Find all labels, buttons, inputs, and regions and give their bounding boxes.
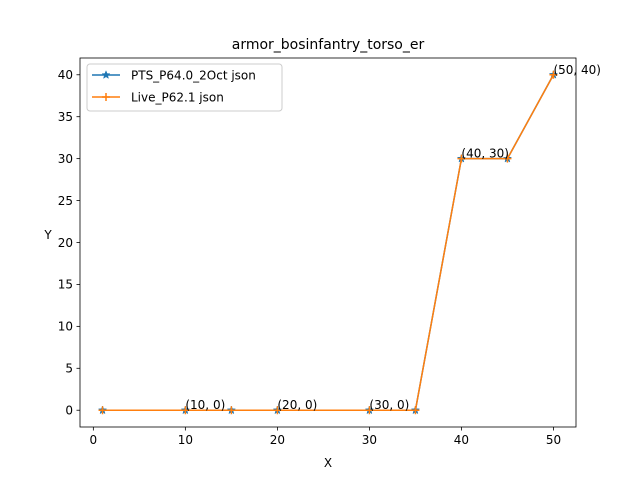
legend-label-2: Live_P62.1 json	[131, 90, 224, 104]
series-2-point	[181, 406, 190, 415]
x-tick-label: 0	[90, 433, 98, 447]
series-2-point	[549, 70, 558, 79]
series-2-point	[365, 406, 374, 415]
y-tick-label: 25	[58, 194, 73, 208]
axes-frame	[79, 57, 577, 428]
data-label: (10, 0)	[185, 398, 225, 412]
data-label: (40, 30)	[461, 147, 509, 161]
y-tick-label: 20	[58, 236, 73, 250]
x-tick-label: 30	[362, 433, 377, 447]
data-label: (20, 0)	[277, 398, 317, 412]
data-label: (30, 0)	[369, 398, 409, 412]
x-axis-label: X	[324, 456, 332, 470]
x-tick-label: 50	[546, 433, 561, 447]
legend-box	[86, 63, 283, 112]
series-2-point	[503, 154, 512, 163]
series-2-point	[227, 406, 236, 415]
x-tick-label: 20	[270, 433, 285, 447]
series-2-point	[98, 406, 107, 415]
plot-area: 0 10 20 30 40 50 0 5 10 15 20 25 30 35 40 (10, 0) (20, 0…	[58, 57, 601, 447]
y-tick-label: 5	[65, 362, 73, 376]
y-tick-label: 0	[65, 404, 73, 418]
x-tick-label: 40	[454, 433, 469, 447]
chart-title: armor_bosinfantry_torso_er	[232, 37, 425, 53]
series-2-point	[457, 154, 466, 163]
data-label: (50, 40)	[553, 63, 601, 77]
y-tick-label: 30	[58, 152, 73, 166]
legend-marker-1	[101, 70, 111, 79]
y-tick-label: 40	[58, 68, 73, 82]
y-tick-label: 10	[58, 320, 73, 334]
legend-marker-2	[102, 93, 110, 101]
y-tick-label: 15	[58, 278, 73, 292]
legend: PTS_P64.0_2Oct json Live_P62.1 json	[86, 63, 283, 112]
y-axis-label: Y	[43, 228, 52, 242]
legend-label-1: PTS_P64.0_2Oct json	[131, 68, 256, 82]
y-tick-label: 35	[58, 110, 73, 124]
series-2-point	[411, 406, 420, 415]
series-2-point	[273, 406, 282, 415]
x-tick-label: 10	[178, 433, 193, 447]
